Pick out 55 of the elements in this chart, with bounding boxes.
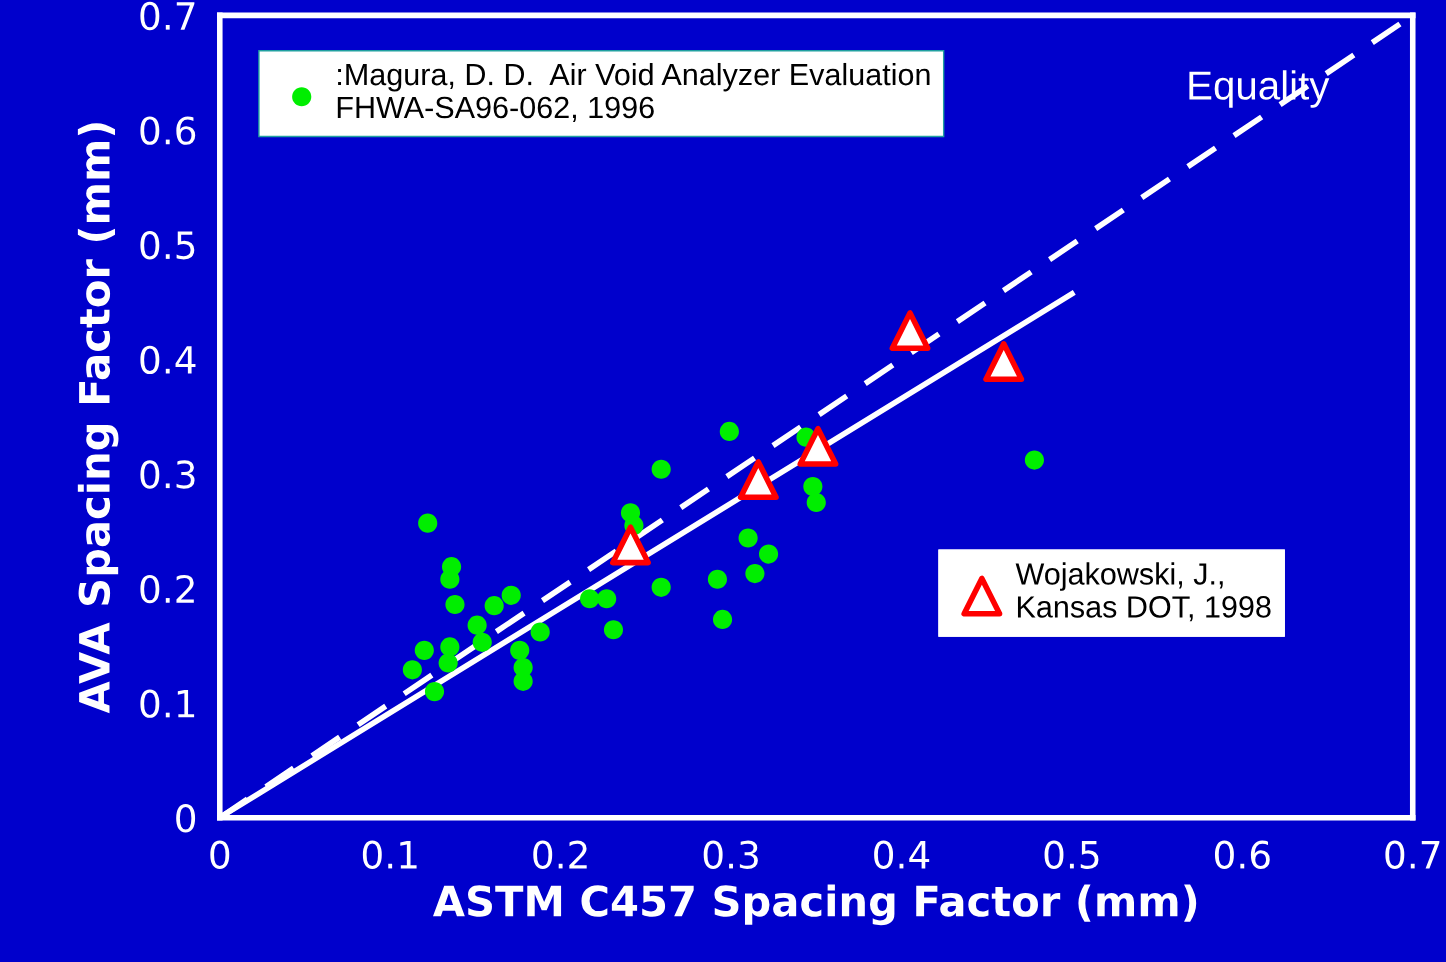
x-tick-label: 0.2	[533, 840, 587, 869]
point	[501, 585, 521, 605]
point	[484, 596, 504, 616]
x-axis-title: ASTM C457 Spacing Factor (mm)	[432, 884, 1197, 926]
x-tick-label: 0	[210, 840, 230, 869]
y-tick-label: 0.1	[140, 689, 195, 718]
legend-label: :Magura, D. D. Air Void Analyzer Evaluation FHWA-SA96-062, 1996	[337, 62, 930, 122]
point	[438, 653, 458, 673]
point	[440, 637, 460, 657]
y-tick-label: 0.5	[140, 231, 195, 260]
series-label: Equality	[1189, 70, 1330, 108]
point	[467, 615, 487, 635]
x-tick-label: 0.7	[1385, 840, 1440, 869]
x-tick-label: 0.5	[1044, 840, 1099, 869]
y-tick-label: 0.4	[140, 345, 196, 375]
point	[738, 528, 758, 548]
point	[758, 544, 779, 564]
point	[983, 341, 1025, 383]
legend-label: Wojakowski, J., Kansas DOT, 1998	[1015, 562, 1271, 622]
point	[889, 310, 931, 352]
point	[603, 620, 624, 640]
y-axis-title: AVA Spacing Factor (mm)	[77, 123, 119, 714]
point	[414, 640, 434, 660]
point	[424, 682, 445, 702]
y-tick-label: 0.6	[140, 116, 196, 145]
point	[737, 459, 779, 501]
point	[797, 425, 839, 467]
x-tick-label: 0.4	[874, 840, 930, 869]
point	[803, 476, 823, 497]
point	[510, 640, 530, 660]
point	[651, 577, 671, 597]
y-tick-label: 0	[176, 804, 196, 833]
point	[440, 569, 460, 589]
y-tick-label: 0.2	[140, 574, 194, 604]
point	[707, 569, 727, 589]
point	[1024, 450, 1044, 470]
point	[513, 671, 533, 691]
point	[745, 564, 765, 584]
point	[530, 622, 550, 642]
point	[806, 492, 826, 513]
point	[418, 513, 438, 533]
x-tick-label: 0.6	[1214, 840, 1270, 869]
y-tick-label: 0.3	[140, 460, 195, 489]
point	[719, 421, 739, 442]
point	[402, 660, 422, 680]
point	[472, 632, 492, 652]
point	[651, 459, 671, 479]
point	[610, 524, 651, 566]
y-tick-label: 0.7	[140, 1, 195, 31]
point	[445, 594, 465, 615]
x-tick-label: 0.1	[362, 840, 417, 869]
point	[580, 589, 600, 609]
point	[597, 589, 617, 609]
point	[712, 609, 733, 629]
x-tick-label: 0.3	[703, 840, 758, 869]
